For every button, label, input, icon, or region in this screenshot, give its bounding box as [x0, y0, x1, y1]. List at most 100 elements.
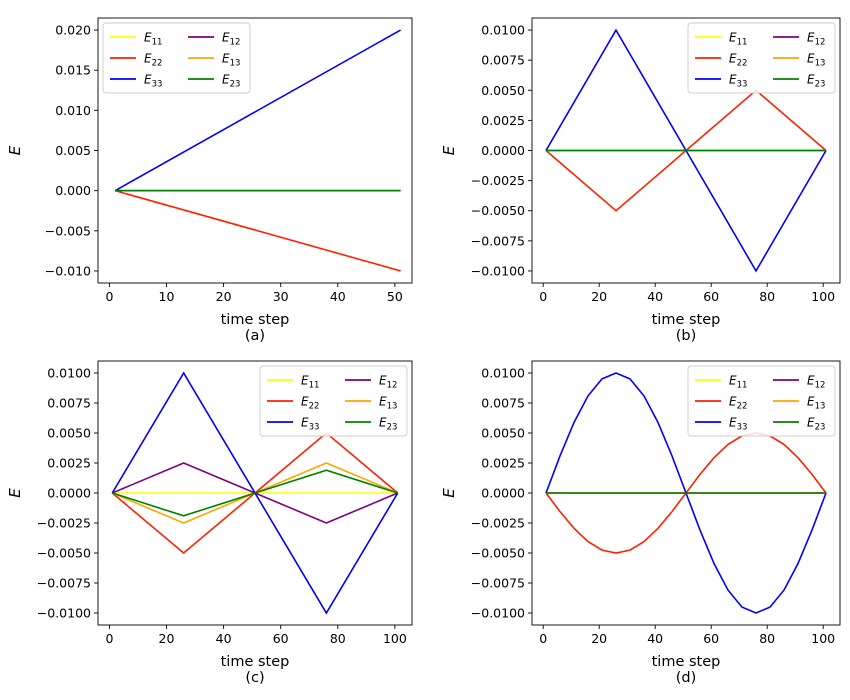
x-axis-label: time step [221, 312, 290, 328]
legend: E11 E12 E22 E13 E33 E23 [687, 365, 836, 437]
y-tick-label: 0.0075 [481, 396, 525, 411]
y-tick-label: 0.0075 [481, 53, 525, 68]
y-tick-label: −0.0075 [37, 576, 91, 591]
legend-label-e13: E13 [807, 52, 825, 69]
legend-label-e13: E13 [379, 395, 397, 412]
y-tick-label: −0.005 [45, 223, 91, 238]
x-tick-label: 100 [811, 631, 835, 646]
x-tick-label: 0 [539, 289, 547, 304]
x-tick-label: 80 [759, 631, 775, 646]
legend-label-e22: E22 [729, 395, 747, 412]
x-tick-label: 60 [703, 631, 719, 646]
legend-label-e12: E12 [807, 374, 825, 391]
series-line-e33 [114, 29, 401, 192]
y-tick-label: 0.0000 [481, 143, 525, 158]
legend-label-e33: E33 [729, 416, 747, 433]
y-tick-label: 0.0050 [47, 426, 91, 441]
legend-label-e22: E22 [144, 52, 162, 69]
y-tick-label: −0.0100 [471, 606, 525, 621]
x-axis-label: time step [221, 654, 290, 670]
legend-label-e13: E13 [222, 52, 240, 69]
x-tick-label: 20 [591, 289, 607, 304]
legend-label-e12: E12 [807, 31, 825, 48]
subplot-c: 0 20 40 60 80 100 −0.0100 −0.0075 −0.0050 −0.0025… [6, 360, 413, 686]
y-tick-label: 0.0025 [481, 456, 525, 471]
legend-label-e11: E11 [729, 374, 747, 391]
y-tick-label: 0.0050 [481, 83, 525, 98]
y-tick-label: −0.0050 [471, 546, 525, 561]
y-tick-label: 0.000 [55, 183, 91, 198]
subplot-caption: (d) [676, 670, 697, 686]
y-tick-label: −0.0025 [471, 173, 525, 188]
y-tick-label: 0.0025 [481, 113, 525, 128]
x-tick-label: 30 [273, 289, 289, 304]
subplot-caption: (b) [676, 328, 697, 344]
y-tick-label: −0.0075 [471, 233, 525, 248]
legend-label-e12: E12 [222, 31, 240, 48]
series-line-e23 [112, 469, 398, 517]
x-tick-label: 20 [591, 631, 607, 646]
x-tick-label: 50 [387, 289, 403, 304]
y-tick-label: −0.010 [45, 263, 91, 278]
y-tick-label: 0.0100 [481, 366, 525, 381]
y-tick-label: −0.0050 [37, 546, 91, 561]
x-axis-label: time step [652, 654, 721, 670]
y-tick-label: 0.005 [55, 143, 91, 158]
subplot-caption: (c) [245, 670, 264, 686]
y-tick-label: −0.0025 [37, 516, 91, 531]
legend-label-e33: E33 [144, 73, 162, 90]
x-tick-label: 100 [383, 631, 407, 646]
legend-label-e33: E33 [301, 416, 319, 433]
x-tick-label: 0 [105, 631, 113, 646]
x-tick-label: 60 [273, 631, 289, 646]
x-tick-label: 100 [811, 289, 835, 304]
legend-label-e33: E33 [729, 73, 747, 90]
legend-label-e11: E11 [144, 31, 162, 48]
legend-box [259, 365, 408, 437]
x-tick-label: 60 [703, 289, 719, 304]
legend-label-e23: E23 [379, 416, 397, 433]
y-axis-label: E [6, 488, 24, 498]
series-line-e22 [114, 189, 401, 272]
x-tick-label: 0 [539, 631, 547, 646]
y-tick-label: −0.0100 [471, 263, 525, 278]
x-tick-label: 40 [647, 631, 663, 646]
y-tick-label: −0.0050 [471, 203, 525, 218]
legend-label-e12: E12 [379, 374, 397, 391]
subplot-caption: (a) [245, 328, 265, 344]
y-axis-label: E [440, 145, 458, 155]
legend: E11 E12 E22 E13 E33 E23 [687, 22, 836, 94]
x-tick-label: 10 [159, 289, 175, 304]
legend-label-e23: E23 [222, 73, 240, 90]
legend: E11 E12 E22 E13 E33 E23 [259, 365, 408, 437]
legend: E11 E12 E22 E13 E33 E23 [102, 22, 251, 94]
y-tick-label: −0.0075 [471, 576, 525, 591]
y-axis-label: E [6, 145, 24, 155]
x-tick-label: 40 [216, 631, 232, 646]
y-tick-label: 0.020 [55, 23, 91, 38]
y-tick-label: 0.010 [55, 103, 91, 118]
subplot-a: 0 10 20 30 40 50 −0.010 −0.005 0.000 0.005 0.010 0.… [6, 17, 413, 344]
legend-label-e11: E11 [301, 374, 319, 391]
x-tick-label: 80 [759, 289, 775, 304]
y-tick-label: 0.0075 [47, 396, 91, 411]
subplot-d: 0 20 40 60 80 100 −0.0100 −0.0075 −0.0050 −0.0025… [440, 360, 841, 686]
y-axis-label: E [440, 488, 458, 498]
y-tick-label: 0.015 [55, 63, 91, 78]
x-tick-label: 40 [330, 289, 346, 304]
y-tick-label: 0.0025 [47, 456, 91, 471]
legend-label-e22: E22 [301, 395, 319, 412]
legend-box [102, 22, 251, 94]
y-tick-label: 0.0050 [481, 426, 525, 441]
x-tick-label: 20 [159, 631, 175, 646]
y-tick-label: −0.0100 [37, 606, 91, 621]
y-tick-label: 0.0100 [47, 366, 91, 381]
legend-box [687, 365, 836, 437]
x-tick-label: 20 [216, 289, 232, 304]
legend-label-e22: E22 [729, 52, 747, 69]
y-tick-label: 0.0100 [481, 23, 525, 38]
legend-label-e23: E23 [807, 416, 825, 433]
subplot-b: 0 20 40 60 80 100 −0.0100 −0.0075 −0.0050 −0.0025… [440, 17, 841, 344]
legend-label-e23: E23 [807, 73, 825, 90]
